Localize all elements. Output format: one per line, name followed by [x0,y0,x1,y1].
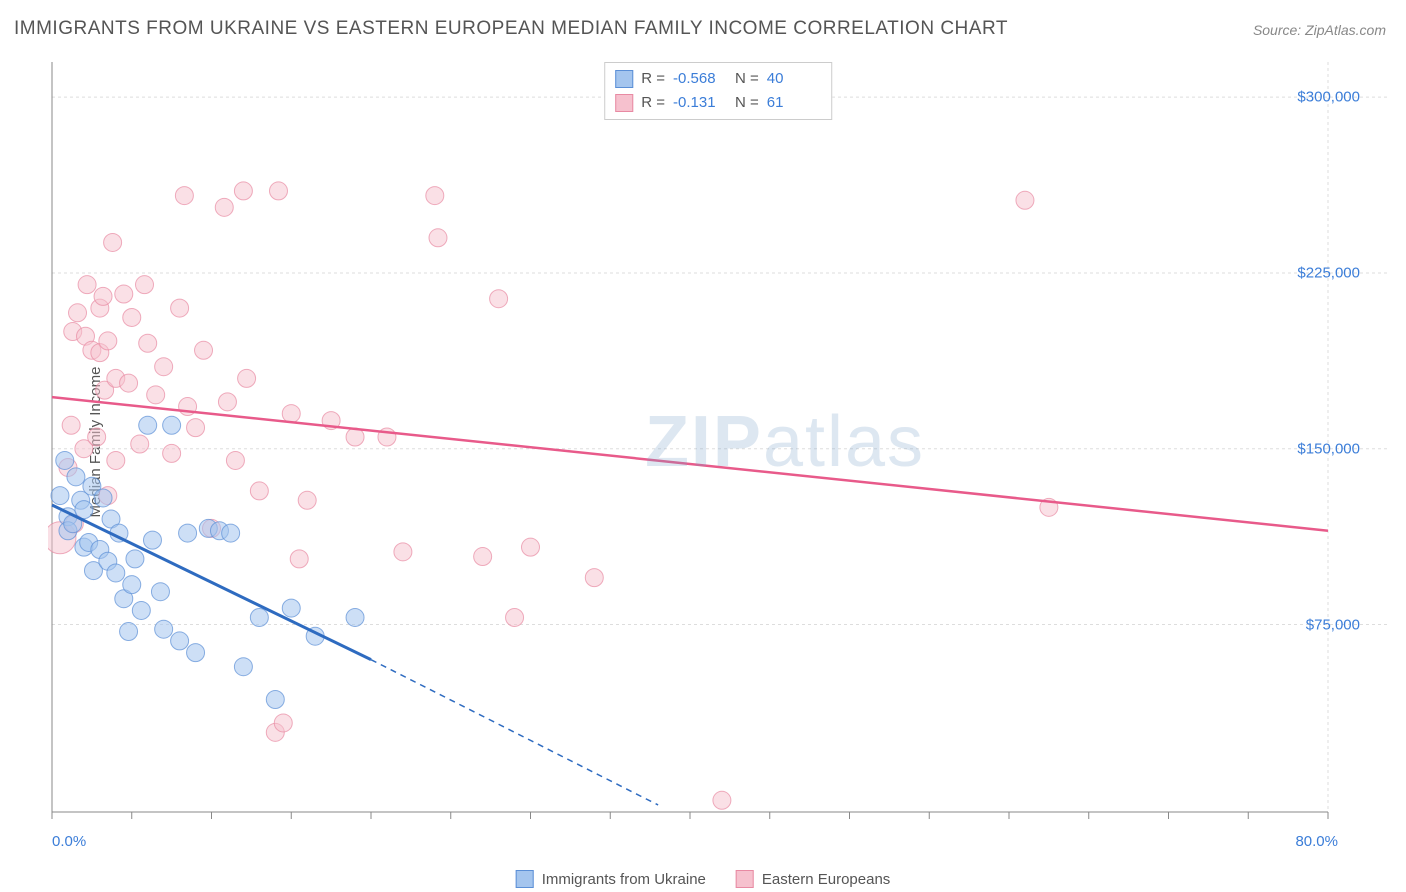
data-point [506,608,524,626]
y-tick-label: $150,000 [1297,440,1360,457]
data-point [266,691,284,709]
data-point [69,304,87,322]
stats-legend-row: R =-0.568N =40 [615,67,821,91]
data-point [179,524,197,542]
data-point [171,632,189,650]
data-point [234,658,252,676]
data-point [187,419,205,437]
data-point [131,435,149,453]
x-tick-label: 0.0% [52,833,86,850]
data-point [522,538,540,556]
chart-title: IMMIGRANTS FROM UKRAINE VS EASTERN EUROP… [14,18,1008,40]
data-point [143,531,161,549]
chart-area: Median Family Income ZIPatlas R =-0.568N… [48,62,1388,822]
data-point [123,308,141,326]
legend-swatch [736,870,754,888]
data-point [104,233,122,251]
data-point [1016,191,1034,209]
stats-legend: R =-0.568N =40R =-0.131N =61 [604,62,832,120]
data-point [226,451,244,469]
data-point [115,285,133,303]
legend-label: Eastern Europeans [762,871,890,888]
data-point [94,489,112,507]
data-point [155,620,173,638]
data-point [120,374,138,392]
data-point [120,623,138,641]
data-point [429,229,447,247]
data-point [155,358,173,376]
scatter-plot [48,62,1388,822]
data-point [132,601,150,619]
legend-swatch [615,94,633,112]
data-point [147,386,165,404]
data-point [234,182,252,200]
legend-label: Immigrants from Ukraine [542,871,706,888]
source-attribution: Source: ZipAtlas.com [1253,22,1386,38]
data-point [175,187,193,205]
data-point [99,332,117,350]
data-point [107,564,125,582]
data-point [126,550,144,568]
data-point [195,341,213,359]
data-point [215,198,233,216]
bottom-legend: Immigrants from Ukraine Eastern Europeans [516,870,891,888]
data-point [163,416,181,434]
data-point [56,451,74,469]
data-point [713,791,731,809]
stats-legend-row: R =-0.131N =61 [615,91,821,115]
data-point [136,276,154,294]
data-point [238,369,256,387]
y-tick-label: $75,000 [1306,616,1360,633]
data-point [94,287,112,305]
data-point [426,187,444,205]
y-tick-label: $300,000 [1297,89,1360,106]
legend-swatch [615,70,633,88]
data-point [282,405,300,423]
data-point [585,569,603,587]
data-point [88,428,106,446]
legend-swatch [516,870,534,888]
data-point [282,599,300,617]
data-point [290,550,308,568]
data-point [274,714,292,732]
data-point [107,451,125,469]
data-point [151,583,169,601]
data-point [474,548,492,566]
data-point [250,608,268,626]
y-tick-label: $225,000 [1297,264,1360,281]
legend-item: Immigrants from Ukraine [516,870,706,888]
data-point [163,444,181,462]
data-point [490,290,508,308]
data-point [123,576,141,594]
data-point [298,491,316,509]
data-point [394,543,412,561]
data-point [67,468,85,486]
data-point [51,487,69,505]
data-point [218,393,236,411]
x-tick-label: 80.0% [1295,833,1338,850]
data-point [222,524,240,542]
data-point [78,276,96,294]
data-point [346,608,364,626]
data-point [269,182,287,200]
data-point [171,299,189,317]
legend-item: Eastern Europeans [736,870,890,888]
data-point [250,482,268,500]
data-point [139,416,157,434]
data-point [139,334,157,352]
data-point [62,416,80,434]
data-point [187,644,205,662]
